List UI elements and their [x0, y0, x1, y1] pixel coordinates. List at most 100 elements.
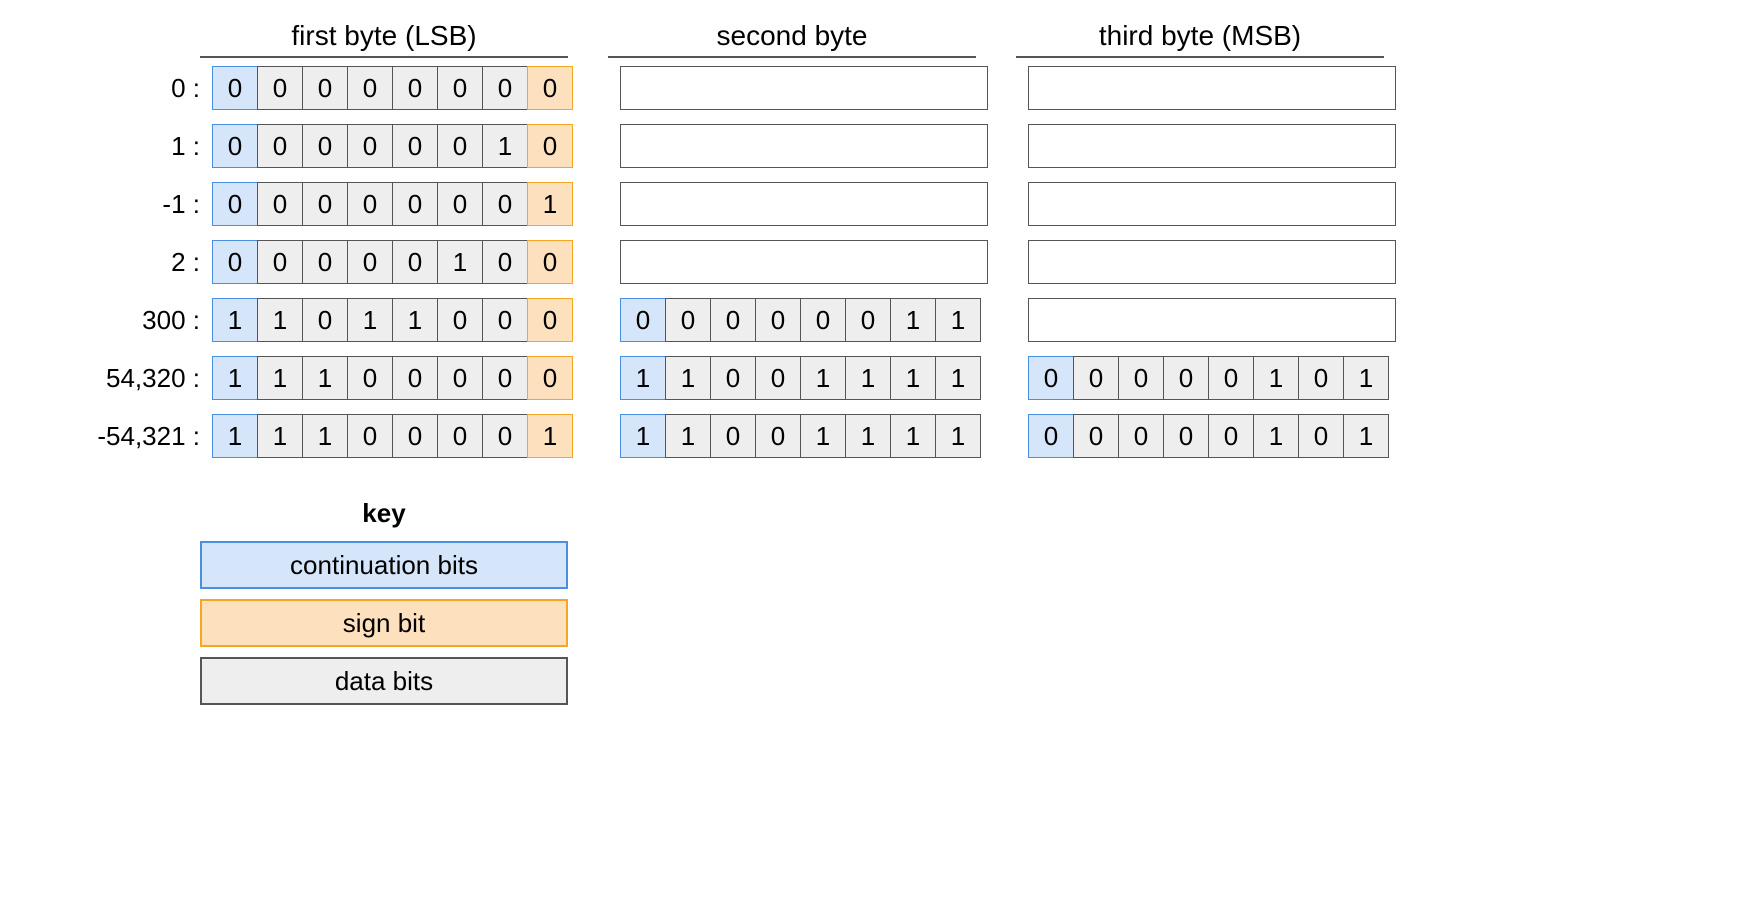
bit-cell-data: 0 [257, 124, 303, 168]
encoding-row: 0 :00000000 [40, 66, 1720, 110]
bit-cell-data: 0 [302, 182, 348, 226]
bit-cell-data: 0 [1118, 414, 1164, 458]
bit-cell-cont: 1 [620, 356, 666, 400]
encoding-row: 54,320 :111000001100111100000101 [40, 356, 1720, 400]
row-label: 0 : [40, 73, 212, 104]
bit-cell-sign: 0 [527, 66, 573, 110]
bit-cell-data: 0 [392, 414, 438, 458]
row-label: 1 : [40, 131, 212, 162]
bit-cell-sign: 0 [527, 298, 573, 342]
bit-cell-data: 1 [482, 124, 528, 168]
byte-group: 11001111 [620, 414, 988, 458]
bit-cell-sign: 1 [527, 182, 573, 226]
bit-cell-data: 0 [437, 124, 483, 168]
bit-cell-data: 0 [755, 414, 801, 458]
byte-group: 00000011 [620, 298, 988, 342]
row-label: 54,320 : [40, 363, 212, 394]
byte-group: 00000101 [1028, 414, 1396, 458]
bit-cell-data: 0 [1208, 356, 1254, 400]
bit-cell-data: 0 [392, 66, 438, 110]
bit-cell-data: 1 [890, 298, 936, 342]
bit-cell-data: 1 [302, 356, 348, 400]
bit-cell-data: 1 [257, 414, 303, 458]
legend: keycontinuation bitssign bitdata bits [200, 498, 568, 715]
empty-byte [1028, 182, 1396, 226]
bit-cell-data: 0 [437, 66, 483, 110]
bit-cell-data: 0 [710, 414, 756, 458]
encoding-row: 300 :1101100000000011 [40, 298, 1720, 342]
bit-cell-data: 0 [392, 356, 438, 400]
byte-header-2: third byte (MSB) [1016, 20, 1384, 58]
bit-cell-data: 0 [482, 298, 528, 342]
empty-byte [1028, 298, 1396, 342]
rows-container: 0 :000000001 :00000010-1 :000000012 :000… [40, 66, 1720, 458]
vlq-encoding-diagram: first byte (LSB) second byte third byte (M… [40, 20, 1720, 715]
byte-header-1: second byte [608, 20, 976, 58]
bit-cell-cont: 1 [212, 298, 258, 342]
byte-group: 11011000 [212, 298, 580, 342]
legend-title: key [200, 498, 568, 529]
bit-cell-cont: 1 [620, 414, 666, 458]
empty-byte [1028, 66, 1396, 110]
bit-cell-data: 1 [890, 414, 936, 458]
bit-cell-sign: 0 [527, 124, 573, 168]
encoding-row: 2 :00000100 [40, 240, 1720, 284]
bit-cell-data: 0 [482, 356, 528, 400]
bit-cell-data: 1 [665, 414, 711, 458]
row-label: -54,321 : [40, 421, 212, 452]
bit-cell-cont: 0 [212, 240, 258, 284]
bit-cell-data: 1 [392, 298, 438, 342]
bit-cell-data: 0 [482, 182, 528, 226]
bit-cell-data: 1 [257, 356, 303, 400]
bit-cell-data: 1 [935, 356, 981, 400]
bit-cell-data: 0 [1298, 356, 1344, 400]
bit-cell-data: 1 [1253, 414, 1299, 458]
empty-byte [1028, 124, 1396, 168]
byte-group: 00000101 [1028, 356, 1396, 400]
bit-cell-data: 1 [1343, 414, 1389, 458]
bit-cell-data: 0 [392, 240, 438, 284]
encoding-row: -54,321 :111000011100111100000101 [40, 414, 1720, 458]
encoding-row: 1 :00000010 [40, 124, 1720, 168]
byte-group: 00000001 [212, 182, 580, 226]
bit-cell-data: 1 [935, 414, 981, 458]
empty-byte [620, 240, 988, 284]
bit-cell-data: 0 [755, 298, 801, 342]
bit-cell-data: 0 [1073, 356, 1119, 400]
bit-cell-data: 0 [482, 66, 528, 110]
bit-cell-cont: 0 [212, 182, 258, 226]
bit-cell-data: 0 [710, 356, 756, 400]
bit-cell-cont: 0 [1028, 414, 1074, 458]
byte-header-0: first byte (LSB) [200, 20, 568, 58]
bit-cell-data: 0 [1073, 414, 1119, 458]
bit-cell-data: 1 [302, 414, 348, 458]
row-label: 300 : [40, 305, 212, 336]
bit-cell-cont: 1 [212, 414, 258, 458]
bit-cell-data: 0 [482, 240, 528, 284]
byte-group: 11100000 [212, 356, 580, 400]
bit-cell-data: 0 [257, 66, 303, 110]
empty-byte [620, 182, 988, 226]
bit-cell-data: 1 [800, 356, 846, 400]
bit-cell-data: 1 [347, 298, 393, 342]
legend-item-data: data bits [200, 657, 568, 705]
bit-cell-data: 0 [755, 356, 801, 400]
bit-cell-data: 0 [347, 240, 393, 284]
empty-byte [1028, 240, 1396, 284]
bit-cell-data: 0 [437, 298, 483, 342]
bit-cell-data: 0 [302, 124, 348, 168]
bit-cell-data: 0 [302, 240, 348, 284]
bit-cell-data: 1 [257, 298, 303, 342]
empty-byte [620, 66, 988, 110]
bit-cell-sign: 0 [527, 356, 573, 400]
bit-cell-data: 1 [1253, 356, 1299, 400]
bit-cell-data: 1 [437, 240, 483, 284]
bit-cell-data: 1 [665, 356, 711, 400]
bit-cell-cont: 0 [212, 66, 258, 110]
bit-cell-data: 0 [302, 66, 348, 110]
bit-cell-data: 0 [845, 298, 891, 342]
byte-group: 00000010 [212, 124, 580, 168]
legend-item-sign: sign bit [200, 599, 568, 647]
bit-cell-data: 0 [257, 240, 303, 284]
bit-cell-data: 0 [392, 182, 438, 226]
